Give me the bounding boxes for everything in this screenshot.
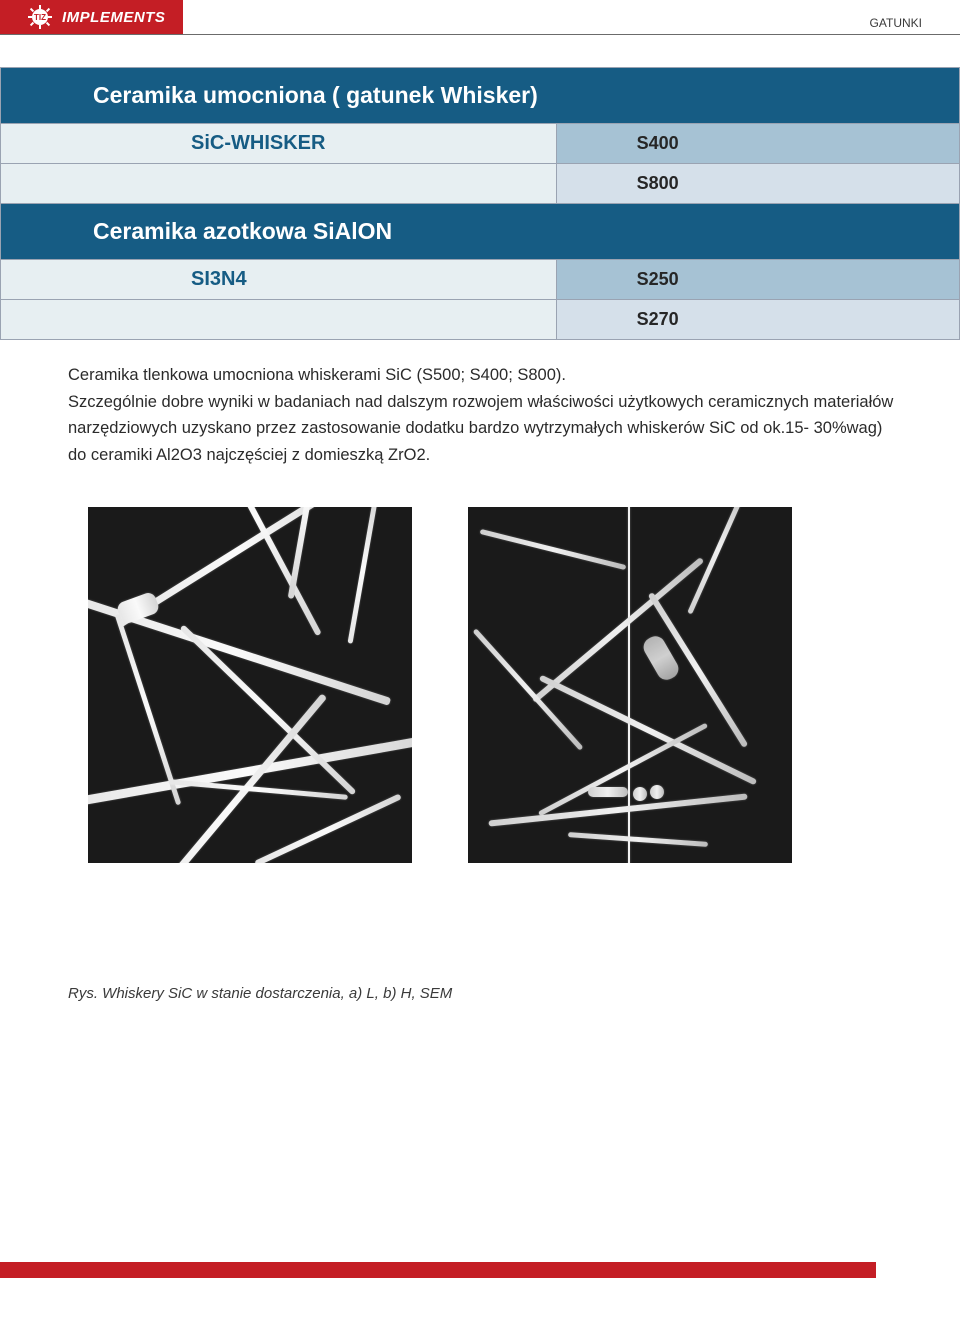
row-left-text: SiC-WHISKER	[191, 132, 325, 155]
figure-caption: Rys. Whiskery SiC w stanie dostarczenia,…	[68, 985, 904, 1002]
category-label: GATUNKI	[870, 16, 922, 34]
footer-bar	[0, 1262, 876, 1278]
section2-row2: S270	[0, 300, 960, 340]
content-area: Ceramika umocniona ( gatunek Whisker) Si…	[0, 35, 960, 1002]
section1-row2: S800	[0, 164, 960, 204]
row-right: S400	[557, 124, 959, 163]
row-left	[1, 164, 557, 203]
sem-figure-b	[468, 507, 792, 863]
row-left	[1, 300, 557, 339]
brand-gear-icon: TIZ	[28, 5, 52, 29]
sem-figure-a	[88, 507, 412, 863]
paragraph: Ceramika tlenkowa umocniona whiskerami S…	[68, 362, 904, 469]
row-left: SI3N4	[1, 260, 557, 299]
row-left: SiC-WHISKER	[1, 124, 557, 163]
section1-row1: SiC-WHISKER S400	[0, 124, 960, 164]
row-right: S250	[557, 260, 959, 299]
section2-row1: SI3N4 S250	[0, 260, 960, 300]
brand-name: IMPLEMENTS	[62, 9, 165, 26]
section-title-1: Ceramika umocniona ( gatunek Whisker)	[0, 67, 960, 124]
row-right: S800	[557, 164, 959, 203]
figures-row	[68, 507, 904, 863]
section-title-2: Ceramika azotkowa SiAlON	[0, 204, 960, 260]
brand-logo-text: TIZ	[34, 13, 46, 22]
row-right: S270	[557, 300, 959, 339]
row-left-text: SI3N4	[191, 268, 247, 291]
page-header: TIZ IMPLEMENTS GATUNKI	[0, 0, 960, 34]
brand-block: TIZ IMPLEMENTS	[0, 0, 183, 34]
